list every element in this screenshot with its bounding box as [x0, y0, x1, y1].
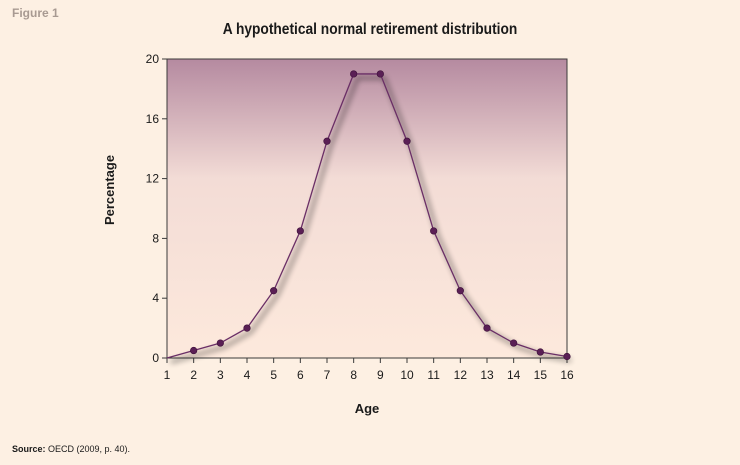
y-tick-label: 20: [146, 52, 160, 66]
y-tick-label: 12: [146, 172, 160, 186]
y-tick: 20: [146, 52, 167, 66]
x-tick-label: 15: [534, 368, 548, 382]
x-tick-label: 12: [454, 368, 468, 382]
x-tick-label: 4: [244, 368, 251, 382]
data-point: [350, 70, 358, 78]
x-tick-label: 10: [400, 368, 414, 382]
x-tick-label: 13: [480, 368, 494, 382]
data-point: [456, 287, 464, 295]
data-point: [270, 287, 278, 295]
x-tick: 15: [534, 358, 548, 382]
x-axis-label: Age: [354, 401, 380, 416]
data-point: [216, 339, 224, 347]
data-point: [430, 227, 438, 235]
x-tick-label: 9: [377, 368, 384, 382]
y-tick-label: 4: [152, 291, 159, 305]
x-tick: 5: [270, 358, 277, 382]
x-tick: 4: [244, 358, 251, 382]
data-point: [323, 137, 331, 145]
x-tick: 3: [217, 358, 224, 382]
x-tick-label: 7: [324, 368, 331, 382]
x-tick: 14: [507, 358, 521, 382]
series-line-shadow: [170, 76, 572, 364]
x-tick: 1: [164, 358, 171, 382]
data-point: [403, 137, 411, 145]
chart-title: A hypothetical normal retirement distrib…: [222, 21, 518, 38]
source-label: Source:: [12, 444, 46, 454]
y-tick: 0: [152, 351, 167, 365]
data-point: [510, 339, 518, 347]
x-tick-label: 6: [297, 368, 304, 382]
data-point: [563, 352, 571, 361]
source-note: Source: OECD (2009, p. 40).: [12, 444, 130, 454]
figure-label: Figure 1: [12, 6, 59, 20]
x-tick: 12: [454, 358, 468, 382]
data-point: [190, 346, 198, 355]
x-tick-label: 3: [217, 368, 224, 382]
source-text: OECD (2009, p. 40).: [45, 444, 131, 454]
y-tick-label: 8: [152, 231, 159, 245]
plot-area: [167, 59, 567, 358]
x-tick-label: 14: [507, 368, 521, 382]
data-point: [243, 324, 251, 332]
x-tick-label: 5: [270, 368, 277, 382]
data-point: [483, 324, 491, 332]
x-tick-label: 2: [190, 368, 197, 382]
plot-frame: [166, 58, 568, 359]
x-tick: 7: [324, 358, 331, 382]
y-tick: 4: [152, 291, 167, 305]
y-tick: 8: [152, 231, 167, 245]
data-point: [296, 227, 304, 235]
x-tick: 13: [480, 358, 494, 382]
x-tick-label: 11: [427, 368, 440, 382]
x-tick: 10: [400, 358, 414, 382]
y-tick-label: 16: [146, 112, 160, 126]
y-tick-label: 0: [152, 351, 159, 365]
x-tick: 2: [190, 358, 197, 382]
x-tick: 16: [560, 358, 574, 382]
x-tick: 9: [377, 358, 384, 382]
x-tick: 11: [427, 358, 440, 382]
data-point: [376, 70, 384, 78]
data-point: [536, 348, 544, 356]
series-line: [166, 73, 568, 359]
x-tick-label: 1: [164, 368, 171, 382]
x-tick-label: 16: [560, 368, 574, 382]
x-tick: 6: [297, 358, 304, 382]
y-tick: 12: [146, 172, 167, 186]
x-tick: 8: [350, 358, 357, 382]
y-tick: 16: [146, 112, 167, 126]
x-tick-label: 8: [350, 368, 357, 382]
